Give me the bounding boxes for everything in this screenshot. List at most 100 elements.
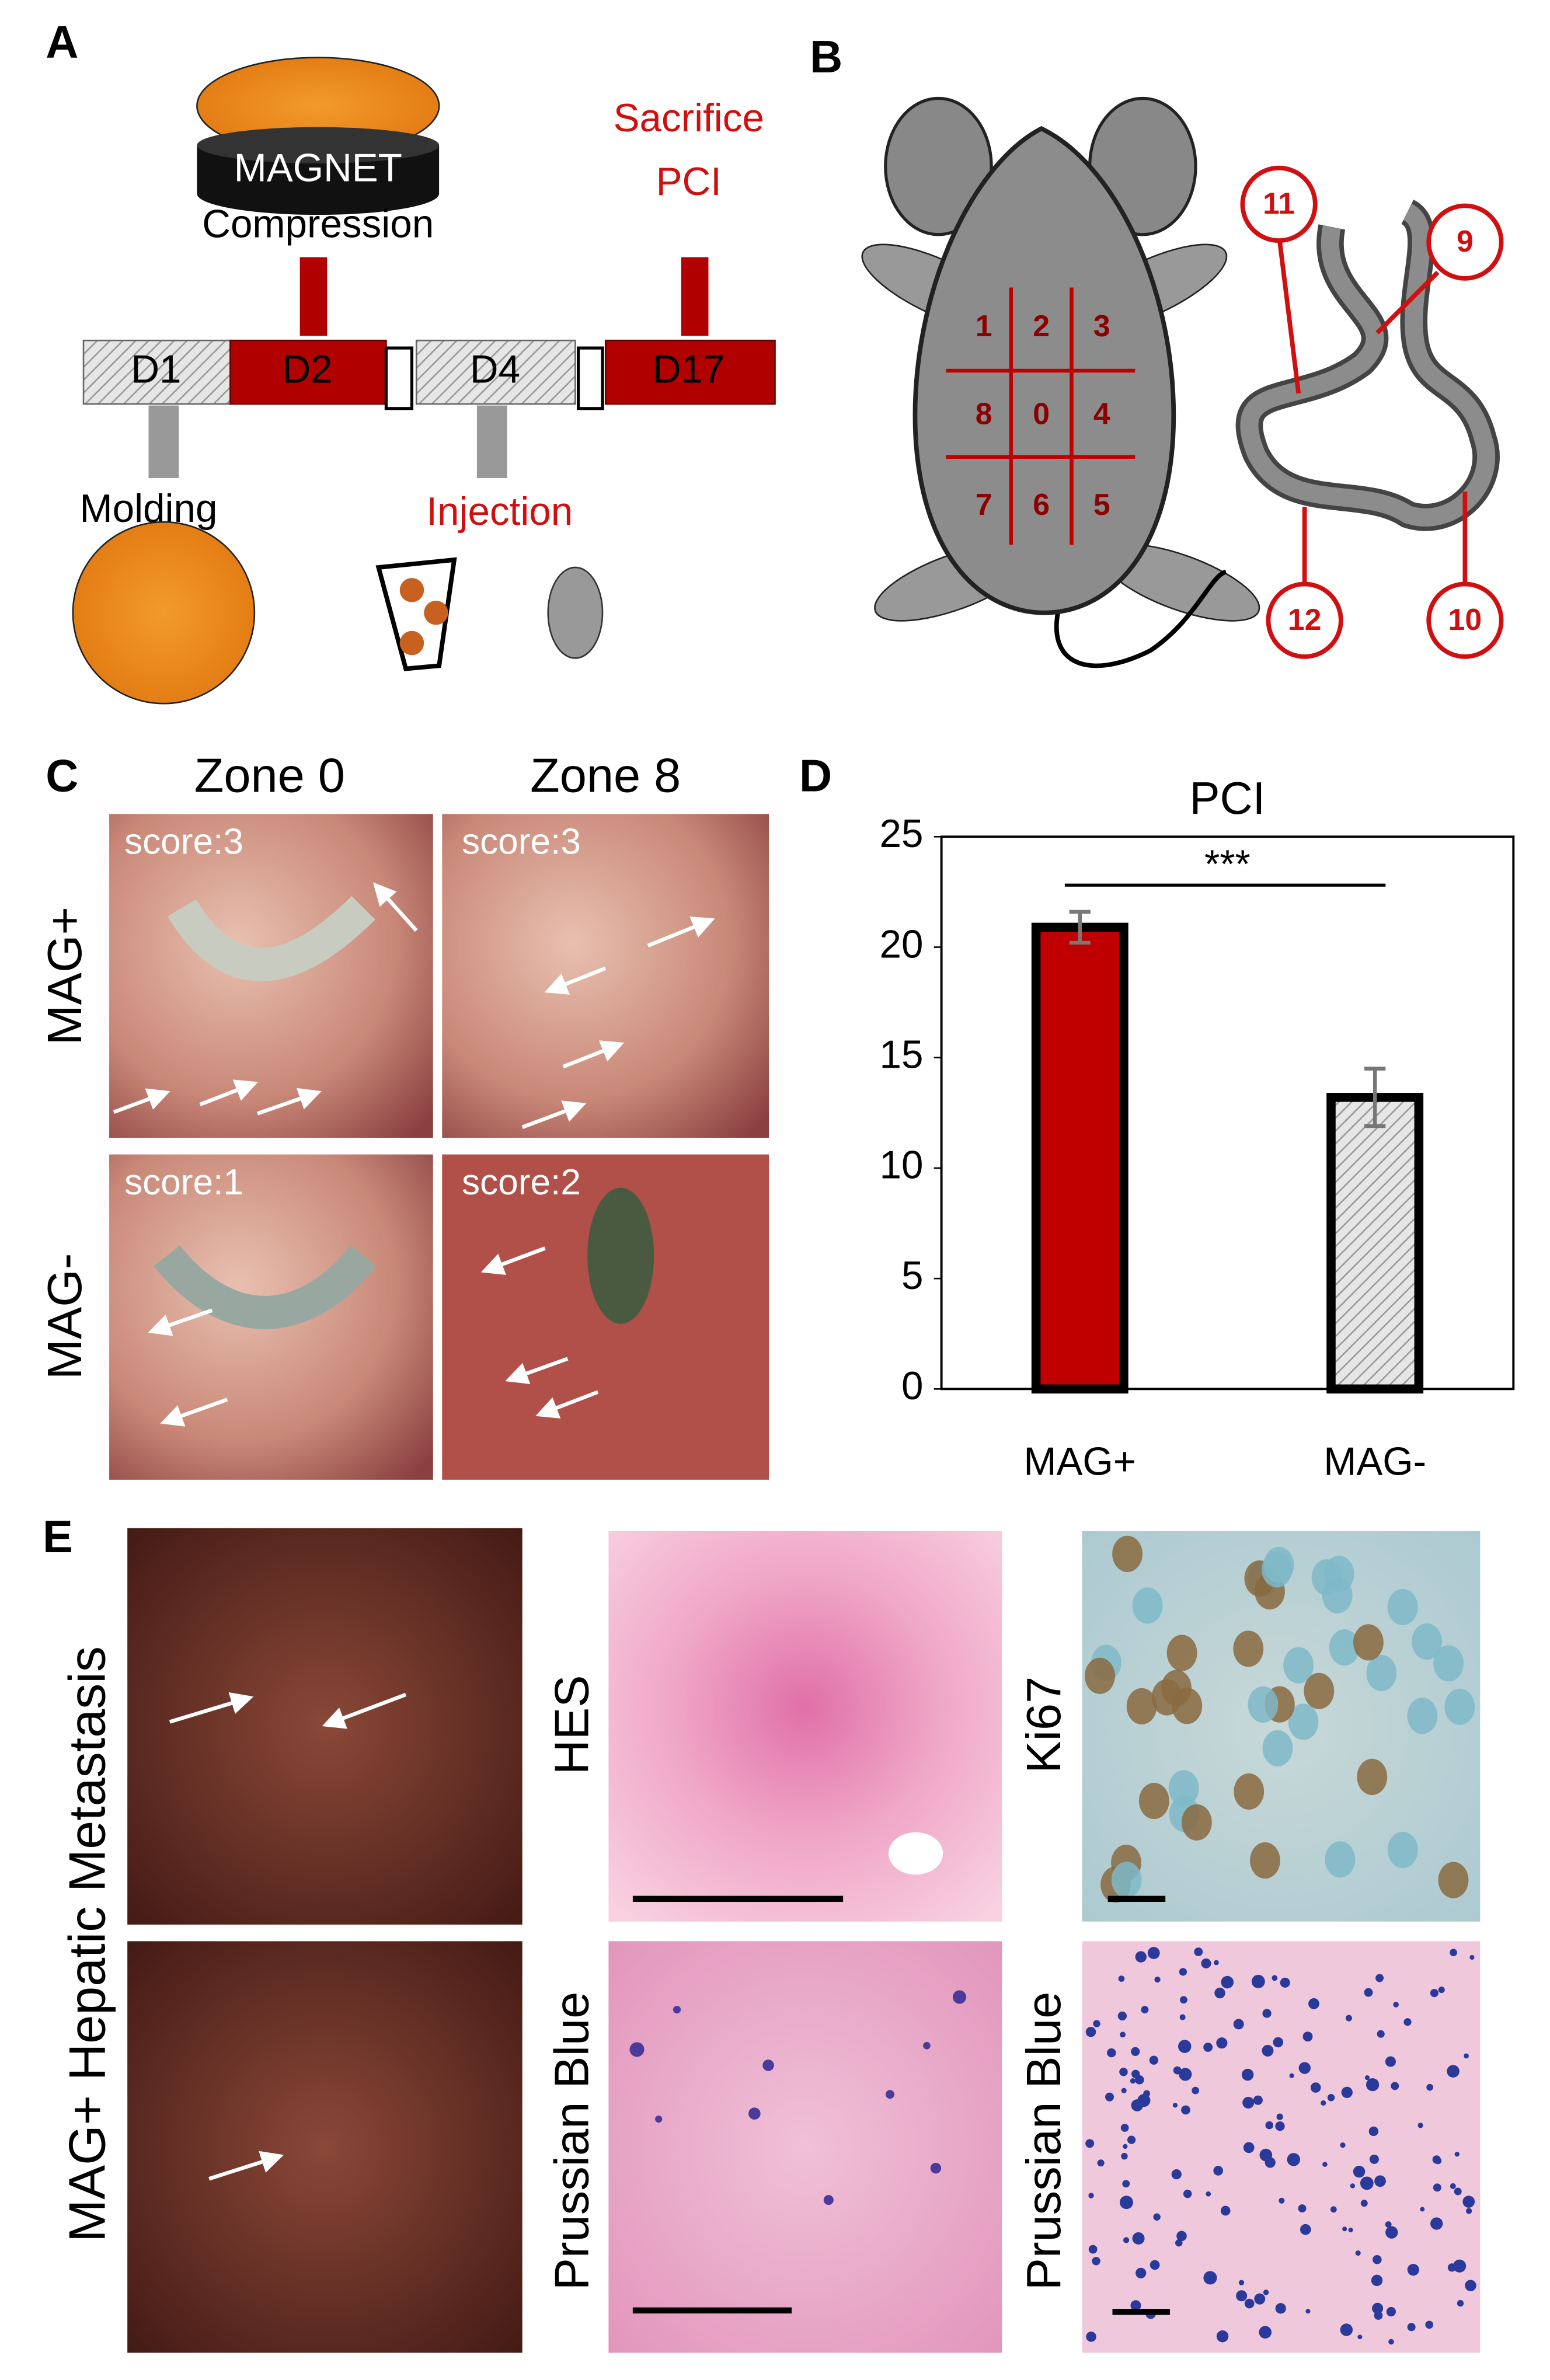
iron-deposit [1127, 2135, 1136, 2144]
micrograph [608, 1941, 1002, 2353]
iron-deposit [1131, 2047, 1140, 2056]
iron-deposit [1275, 2121, 1285, 2131]
iron-deposit [1407, 2264, 1419, 2276]
iron-deposit [952, 1990, 967, 2004]
iron-deposit [1183, 2189, 1192, 2198]
day-label: D17 [653, 347, 725, 391]
spheroid [72, 521, 256, 705]
iron-deposit [762, 2060, 774, 2071]
iron-deposit [1214, 1960, 1219, 1966]
site-circle [1240, 165, 1318, 243]
zone-label: 4 [1093, 396, 1110, 430]
iron-deposit [1322, 2162, 1328, 2167]
iron-deposit [1273, 2037, 1284, 2048]
iron-deposit [1086, 2332, 1096, 2342]
iron-deposit [1117, 2011, 1127, 2021]
iron-deposit [1350, 2183, 1356, 2189]
iron-deposit [1280, 1977, 1290, 1988]
iron-deposit [748, 2107, 761, 2120]
iron-deposit [1374, 2175, 1386, 2187]
y-tick-label: 15 [880, 1033, 924, 1077]
iron-deposit [1453, 2259, 1467, 2273]
panel-label: E [43, 1512, 73, 1562]
significance-label: *** [1204, 842, 1251, 886]
iron-deposit [1135, 2267, 1147, 2278]
timeline-gap [576, 346, 604, 410]
nucleus [1357, 1758, 1388, 1795]
iron-deposit [1181, 2105, 1190, 2115]
iron-deposit [1279, 2197, 1285, 2204]
site-leaders [1276, 234, 1468, 583]
nucleus [1262, 1551, 1293, 1588]
iron-deposit [673, 2006, 681, 2014]
iron-deposit [1388, 2339, 1394, 2345]
iron-deposit [1149, 2055, 1159, 2065]
zone-grid [946, 287, 1135, 545]
iron-deposit [1206, 2191, 1211, 2197]
iron-deposit [1213, 2166, 1223, 2176]
iron-deposit [1265, 2157, 1276, 2168]
nucleus [1132, 1587, 1163, 1624]
iron-deposit [1203, 2271, 1217, 2285]
iron-deposit [1450, 1949, 1457, 1957]
iron-deposit [1123, 2237, 1130, 2243]
iron-deposit [1262, 2044, 1274, 2057]
iron-deposit [1340, 2142, 1346, 2148]
micrograph-detail [888, 1832, 943, 1875]
iron-deposit [1178, 2040, 1192, 2053]
iron-deposit [823, 2195, 834, 2205]
iron-deposit [1254, 2293, 1266, 2305]
label: Injection [426, 490, 573, 534]
iron-deposit [1417, 2123, 1423, 2128]
site-circle [1426, 203, 1504, 281]
nucleus [1325, 1841, 1356, 1878]
label: Sacrifice [614, 96, 764, 140]
iron-deposit [1154, 1976, 1161, 1983]
iron-deposit [1263, 2290, 1269, 2295]
iron-deposit [1179, 2014, 1186, 2020]
zone-label: 8 [976, 396, 992, 430]
label: PCI [656, 160, 722, 204]
iron-deposit [1122, 2180, 1130, 2188]
scale-bar [632, 1895, 1170, 2315]
score-label: score:1 [124, 1162, 243, 1203]
iron-deposit [1085, 2139, 1095, 2148]
iron-deposit [1131, 2069, 1140, 2079]
photo-detail [154, 1245, 377, 1329]
nucleus [1438, 1862, 1469, 1898]
iron-deposit [1241, 2068, 1254, 2081]
nucleus [1412, 1623, 1442, 1660]
photo [442, 814, 769, 1138]
tube [375, 557, 457, 671]
site-label: 12 [1288, 602, 1322, 636]
y-tick-label: 25 [880, 812, 924, 856]
iron-deposit [1214, 1987, 1225, 1999]
zone-label: 0 [1033, 396, 1050, 430]
photo [127, 1528, 523, 1925]
panel-d: D PCI 0 5 10 15 20 25 MAG+ MAG- *** [799, 751, 1515, 1484]
iron-deposit [1407, 2323, 1416, 2332]
iron-deposit [1123, 2144, 1128, 2149]
nucleus [1234, 1773, 1265, 1810]
iron-deposit [1360, 2200, 1368, 2207]
iron-deposit [1259, 2326, 1272, 2339]
iron-deposit [1403, 2018, 1412, 2026]
nucleus [1181, 1804, 1212, 1841]
iron-deposit [629, 2042, 645, 2057]
iron-deposit [885, 2090, 894, 2099]
iron-deposit [1364, 1988, 1373, 1997]
iron-deposit [1085, 2027, 1096, 2037]
stain-label: Ki67 [1016, 1677, 1071, 1773]
iron-deposit [1425, 2320, 1434, 2329]
y-tick-label: 0 [901, 1364, 923, 1408]
panel-a: A MAGNET Compression Sacrifice PCI D1 D2… [46, 17, 776, 705]
zone-label: 7 [976, 487, 992, 521]
row-label: MAG- [37, 1253, 92, 1379]
iron-deposit [1457, 2299, 1464, 2307]
nucleus [1112, 1535, 1143, 1572]
iron-deposit [1355, 2250, 1361, 2256]
mouse-ear [884, 96, 993, 236]
nucleus [1168, 1770, 1199, 1807]
